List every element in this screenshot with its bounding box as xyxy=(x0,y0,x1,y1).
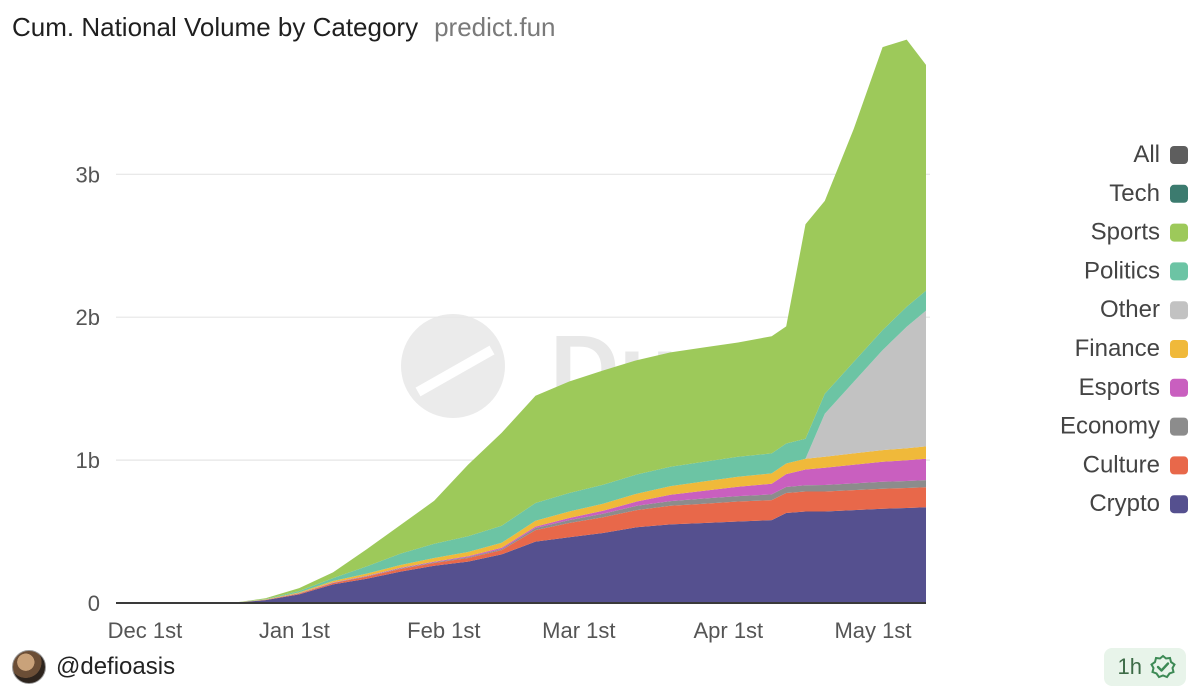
legend-swatch xyxy=(1170,262,1188,281)
x-tick-label: Dec 1st xyxy=(108,618,183,643)
legend-item-other[interactable]: Other xyxy=(1100,296,1188,323)
y-tick-label: 3b xyxy=(76,162,100,187)
legend-item-esports[interactable]: Esports xyxy=(1079,374,1188,401)
legend-item-economy[interactable]: Economy xyxy=(1060,413,1188,440)
chart-title: Cum. National Volume by Category xyxy=(12,12,419,42)
x-tick-label: Mar 1st xyxy=(542,618,615,643)
legend-swatch xyxy=(1170,456,1188,475)
legend-item-culture[interactable]: Culture xyxy=(1083,451,1188,478)
chart-subtitle: predict.fun xyxy=(434,12,556,42)
legend-swatch xyxy=(1170,301,1188,320)
legend-label: Culture xyxy=(1083,451,1160,478)
y-tick-label: 0 xyxy=(88,591,100,616)
x-tick-label: Feb 1st xyxy=(407,618,480,643)
legend-label: All xyxy=(1133,141,1160,168)
y-tick-label: 2b xyxy=(76,305,100,330)
area-series-finance[interactable] xyxy=(130,446,927,603)
check-badge-icon xyxy=(1150,654,1176,679)
area-layer xyxy=(130,39,927,604)
legend-label: Economy xyxy=(1060,413,1160,440)
legend-label: Other xyxy=(1100,296,1160,323)
area-series-crypto[interactable] xyxy=(130,507,927,603)
legend-swatch xyxy=(1170,417,1188,436)
legend-item-tech[interactable]: Tech xyxy=(1109,180,1188,207)
axis-layer: 0 1b 2b 3b Dec 1st Jan 1st Feb 1st Mar 1st Apr 1… xyxy=(76,162,926,643)
x-tick-label: Jan 1st xyxy=(259,618,330,643)
legend: All Tech Sports Politics Other Finance Esports… xyxy=(1060,141,1188,517)
area-series-culture[interactable] xyxy=(130,487,927,603)
legend-item-sports[interactable]: Sports xyxy=(1091,219,1188,246)
legend-swatch xyxy=(1170,495,1188,514)
y-tick-label: 1b xyxy=(76,448,100,473)
legend-label: Sports xyxy=(1091,219,1160,246)
area-series-sports[interactable] xyxy=(130,39,927,604)
legend-swatch xyxy=(1170,184,1188,203)
legend-label: Finance xyxy=(1075,335,1160,362)
author-handle[interactable]: @defioasis xyxy=(56,653,176,680)
legend-label: Esports xyxy=(1079,374,1160,401)
dune-logo-stripe xyxy=(415,345,495,397)
legend-label: Tech xyxy=(1109,180,1160,207)
legend-label: Politics xyxy=(1084,257,1160,284)
author-block: @defioasis xyxy=(12,650,175,684)
legend-swatch xyxy=(1170,378,1188,397)
legend-swatch xyxy=(1170,223,1188,242)
dune-logo-icon xyxy=(401,314,505,418)
time-badge: 1h xyxy=(1103,648,1186,686)
area-series-esports[interactable] xyxy=(130,458,927,603)
legend-item-politics[interactable]: Politics xyxy=(1084,257,1188,284)
x-tick-label: Apr 1st xyxy=(693,618,763,643)
time-badge-label: 1h xyxy=(1117,654,1142,679)
legend-swatch xyxy=(1170,340,1188,358)
legend-item-crypto[interactable]: Crypto xyxy=(1089,490,1188,517)
legend-item-all[interactable]: All xyxy=(1133,141,1188,168)
legend-label: Crypto xyxy=(1089,490,1160,517)
chart-header: Cum. National Volume by Category predict… xyxy=(12,12,556,43)
legend-swatch xyxy=(1170,146,1188,164)
x-tick-label: May 1st xyxy=(834,618,911,643)
legend-item-finance[interactable]: Finance xyxy=(1075,335,1188,362)
avatar[interactable] xyxy=(12,650,46,684)
